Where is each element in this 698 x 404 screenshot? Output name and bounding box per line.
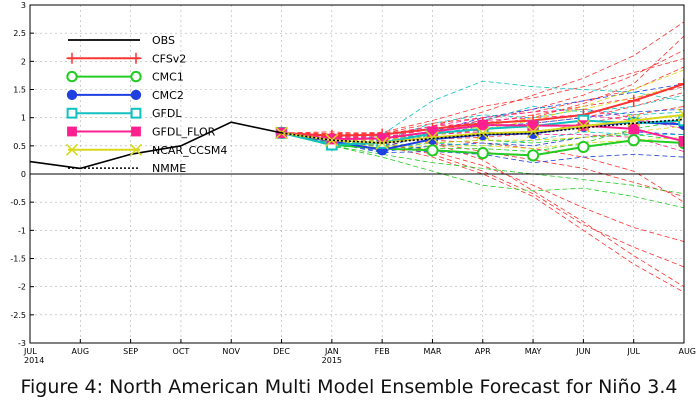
legend-entry-5: GFDL_FLOR <box>67 126 216 139</box>
legend-marker-left-5 <box>67 126 77 137</box>
y-tick-label-1: -2.5 <box>10 311 26 320</box>
y-tick-label-4: -1 <box>18 226 26 235</box>
series-point-1-4 <box>476 147 489 160</box>
x-tick-label-11: JUN <box>575 347 590 356</box>
legend-marker-left-6 <box>65 143 79 156</box>
x-tick-label-0: JUL <box>23 347 37 356</box>
y-tick-label-9: 1.5 <box>13 86 26 95</box>
legend-label-5: GFDL_FLOR <box>152 126 216 139</box>
legend-marker-left-1 <box>66 52 78 64</box>
legend-marker-left-4 <box>66 107 78 119</box>
x-tick-label-12: JUL <box>626 347 640 356</box>
series-point-4-5 <box>527 120 539 131</box>
series-point-0-8 <box>678 77 684 90</box>
legend-entry-4: GFDL <box>66 107 182 120</box>
ensemble-member-16 <box>281 132 684 209</box>
legend-label-1: CFSv2 <box>152 52 186 65</box>
series-point-0-7 <box>627 94 640 107</box>
obs-line <box>29 121 282 170</box>
legend-label-7: NMME <box>152 162 186 175</box>
legend-marker-right-4 <box>130 107 142 119</box>
ensemble-member-14 <box>281 132 684 195</box>
series-point-4-8 <box>678 136 684 147</box>
series-point-1-7 <box>627 134 640 147</box>
series-point-1-5 <box>526 149 540 162</box>
series-point-4-3 <box>427 126 438 138</box>
ensemble-member-30 <box>281 125 684 147</box>
y-tick-label-3: -1.5 <box>10 255 26 264</box>
legend-entry-7: NMME <box>68 162 186 175</box>
y-tick-label-2: -2 <box>18 283 26 292</box>
legend-entry-6: NCAR_CCSM4 <box>65 143 227 157</box>
y-tick-label-7: 0.5 <box>13 142 26 151</box>
x-tick-label-2: SEP <box>123 347 138 356</box>
series-nmme <box>281 118 684 144</box>
legend-marker-right-5 <box>131 126 141 137</box>
ensemble-member-22 <box>281 80 684 147</box>
legend-entry-0: OBS <box>68 34 175 47</box>
y-tick-label-10: 2 <box>21 57 26 66</box>
y-tick-label-8: 1 <box>21 114 26 123</box>
legend-label-3: CMC2 <box>152 89 184 102</box>
legend-marker-right-1 <box>130 52 142 64</box>
series-point-5-4 <box>476 126 490 140</box>
series-line-6 <box>281 118 684 144</box>
series-point-4-4 <box>477 119 489 131</box>
figure-caption: Figure 4: North American Multi Model Ens… <box>20 376 678 398</box>
y-tick-label-11: 2.5 <box>13 29 26 38</box>
series-point-5-7 <box>627 113 641 128</box>
x-tick-label-7: FEB <box>375 347 390 356</box>
x-tick-label-3: OCT <box>173 347 190 356</box>
axes <box>29 4 685 344</box>
x-year-label-1: 2015 <box>322 356 342 365</box>
series-point-1-3 <box>426 144 439 157</box>
x-tick-label-5: DEC <box>273 347 290 356</box>
series-point-5-5 <box>526 125 540 139</box>
legend-entry-3: CMC2 <box>66 89 184 102</box>
x-tick-label-9: APR <box>475 347 491 356</box>
x-tick-label-6: JAN <box>324 347 339 356</box>
legend-label-6: NCAR_CCSM4 <box>152 144 227 157</box>
legend-label-4: GFDL <box>152 107 182 120</box>
legend-marker-right-3 <box>130 89 142 101</box>
legend-entry-2: CMC1 <box>66 70 184 84</box>
y-tick-label-5: -0.5 <box>10 198 26 207</box>
legend-marker-right-6 <box>129 143 143 156</box>
x-tick-label-10: MAY <box>525 347 542 356</box>
legend-marker-right-2 <box>130 70 142 83</box>
legend-label-0: OBS <box>152 34 175 47</box>
model-mean-series <box>275 77 684 162</box>
series-point-1-6 <box>577 140 590 154</box>
x-year-label-0: 2014 <box>24 356 44 365</box>
legend-entry-1: CFSv2 <box>66 52 186 65</box>
series-point-5-6 <box>576 119 590 133</box>
x-tick-label-1: AUG <box>72 347 90 356</box>
legend: OBS CFSv2 CMC1 CMC2 GFDL GFDL_FLOR NCAR_CCSM4 N… <box>65 34 227 175</box>
y-tick-label-0: -3 <box>18 339 26 348</box>
x-tick-labels: JUL AUG SEP OCT NOV DEC JAN FEB MAR APR MAY JUN JUL A… <box>23 347 696 365</box>
x-tick-label-13: AUG <box>678 347 696 356</box>
nino34-forecast-chart: -3 -2.5 -2 -1.5 -1 -0.5 0 0.5 1 1.5 2 2.5 3 JUL AUG SE… <box>10 1 696 365</box>
ensemble-member-6 <box>281 58 684 134</box>
legend-label-2: CMC1 <box>152 71 184 84</box>
legend-marker-left-3 <box>66 89 78 101</box>
series-point-5-1 <box>325 133 339 147</box>
y-tick-label-6: 0 <box>21 170 26 179</box>
x-tick-label-4: NOV <box>222 347 240 356</box>
observation-series <box>29 121 282 170</box>
x-tick-label-8: MAR <box>423 347 441 356</box>
series-point-5-3 <box>425 130 439 144</box>
y-tick-label-12: 3 <box>21 1 26 10</box>
series-point-5-8 <box>677 108 684 122</box>
series-point-4-7 <box>628 123 639 135</box>
y-tick-labels: -3 -2.5 -2 -1.5 -1 -0.5 0 0.5 1 1.5 2 2.5 3 <box>10 1 26 348</box>
legend-marker-left-2 <box>66 70 78 83</box>
